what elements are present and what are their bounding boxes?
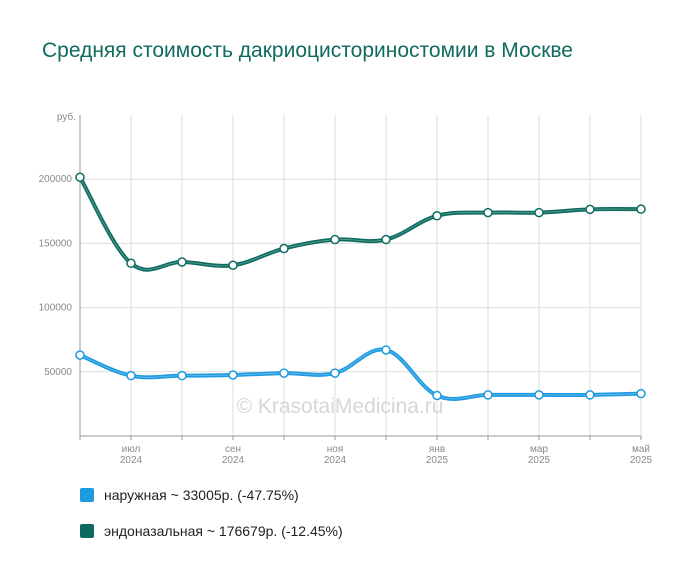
x-tick-label-month: мар xyxy=(530,444,548,455)
data-point-outer xyxy=(483,390,493,400)
data-point-outer xyxy=(432,390,442,401)
x-tick-labels: июл2024сен2024ноя2024янв2025мар2025май20… xyxy=(120,444,653,466)
series-line-outer xyxy=(78,347,643,401)
data-point-outer xyxy=(279,368,289,378)
legend-label-outer: наружная ~ 33005р. (-47.75%) xyxy=(104,487,299,503)
data-point-outer xyxy=(177,370,187,381)
legend-label-endo: эндоназальная ~ 176679р. (-12.45%) xyxy=(104,523,343,539)
data-point-endo xyxy=(432,211,442,221)
x-tick-label-year: 2024 xyxy=(120,455,143,466)
data-point-endo xyxy=(636,204,646,214)
x-tick-label-year: 2024 xyxy=(324,455,347,466)
y-axis-label: руб. xyxy=(57,111,76,123)
legend: наружная ~ 33005р. (-47.75%) эндоназальн… xyxy=(80,486,343,558)
data-point-endo xyxy=(75,172,85,183)
legend-item-endo[interactable]: эндоназальная ~ 176679р. (-12.45%) xyxy=(80,522,343,540)
legend-swatch-outer xyxy=(80,488,94,502)
data-point-outer xyxy=(585,390,595,400)
data-point-endo xyxy=(177,257,187,267)
data-point-outer xyxy=(126,370,136,381)
series-lines xyxy=(78,175,643,401)
x-tick-label-month: сен xyxy=(225,444,241,455)
data-point-outer xyxy=(75,350,85,360)
x-tick-label-year: 2025 xyxy=(426,455,449,466)
x-tick-label-month: май xyxy=(632,444,650,455)
y-tick-label: 100000 xyxy=(39,303,73,314)
data-point-outer xyxy=(228,370,238,380)
series-line-highlight-endo xyxy=(79,177,642,271)
data-point-outer xyxy=(381,345,391,355)
x-tick-label-year: 2025 xyxy=(630,455,653,466)
data-points xyxy=(75,172,646,401)
data-point-outer xyxy=(636,388,646,399)
y-tick-label: 150000 xyxy=(39,238,73,249)
data-point-endo xyxy=(483,207,493,218)
x-tick-label-year: 2024 xyxy=(222,455,245,466)
data-point-endo xyxy=(585,204,595,215)
data-point-outer xyxy=(330,368,340,378)
x-tick-label-month: янв xyxy=(429,444,445,455)
x-tick-label-month: июл xyxy=(122,444,141,455)
data-point-endo xyxy=(330,234,340,245)
data-point-endo xyxy=(279,243,289,254)
data-point-endo xyxy=(381,234,391,245)
watermark: © KrasotaiMedicina.ru xyxy=(237,395,444,418)
grid-lines xyxy=(80,115,642,436)
data-point-endo xyxy=(126,258,136,269)
legend-item-outer[interactable]: наружная ~ 33005р. (-47.75%) xyxy=(80,486,343,504)
x-tick-label-year: 2025 xyxy=(528,455,551,466)
chart-title: Средняя стоимость дакриоцисториностомии … xyxy=(42,39,573,62)
legend-swatch-endo xyxy=(80,524,94,538)
data-point-endo xyxy=(534,207,544,218)
y-tick-labels: 50000 100000 150000 200000 xyxy=(39,174,73,378)
y-tick-label: 200000 xyxy=(39,174,73,185)
axes xyxy=(79,115,642,440)
series-line-endo xyxy=(78,175,643,272)
x-tick-label-month: ноя xyxy=(327,444,344,455)
y-tick-label: 50000 xyxy=(44,367,72,378)
data-point-endo xyxy=(228,260,238,270)
data-point-outer xyxy=(534,390,544,400)
